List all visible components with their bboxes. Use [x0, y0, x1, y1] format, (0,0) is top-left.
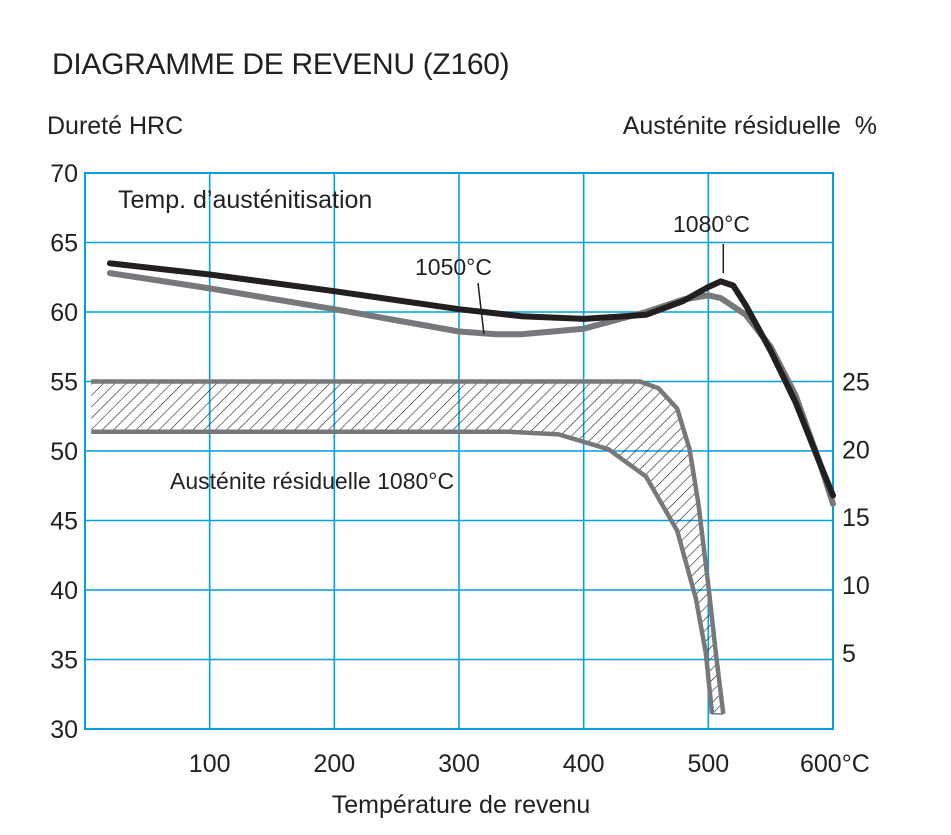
y-tick-label: 45 — [50, 508, 78, 536]
y-tick-label: 40 — [50, 577, 78, 605]
y-tick-label: 30 — [50, 716, 78, 744]
y-tick-label: 35 — [50, 647, 78, 675]
y-tick-label: 60 — [50, 299, 78, 327]
x-axis-label: Température de revenu — [332, 791, 590, 819]
y-tick-label: 55 — [50, 369, 78, 397]
x-tick-label: 300 — [438, 750, 480, 778]
y-tick-label: 50 — [50, 438, 78, 466]
plot-frame — [84, 172, 834, 730]
y2-tick-label: 15 — [842, 504, 870, 532]
y2-tick-label: 5 — [842, 640, 856, 668]
y-tick-label: 65 — [50, 230, 78, 258]
x-tick-label: 100 — [189, 750, 231, 778]
annotation-label: 1050°C — [415, 254, 492, 280]
y-tick-label: 70 — [50, 160, 78, 188]
y-axis-left-label: Dureté HRC — [47, 112, 183, 140]
y2-tick-label: 25 — [842, 369, 870, 397]
x-tick-label: 500 — [687, 750, 729, 778]
x-tick-label: 400 — [563, 750, 605, 778]
x-tick-label: 200 — [313, 750, 355, 778]
chart-title: DIAGRAMME DE REVENU (Z160) — [52, 48, 509, 81]
y-axis-right-label: Austénite résiduelle % — [623, 112, 877, 140]
band-label: Austénite résiduelle 1080°C — [170, 468, 454, 494]
legend-title: Temp. d’austénitisation — [118, 186, 372, 214]
band-hatch — [91, 381, 724, 714]
y2-tick-label: 10 — [842, 572, 870, 600]
annotation-pointer — [477, 282, 485, 335]
plot-area: Temp. d’austénitisation 1050°C 1080°C Austé… — [50, 160, 870, 778]
annotation-label: 1080°C — [673, 211, 750, 237]
band-upper-line — [91, 379, 726, 715]
x-tick-label: 600°C — [800, 750, 870, 778]
y2-tick-label: 20 — [842, 436, 870, 464]
band-lower-line — [91, 429, 715, 715]
series-line — [106, 260, 836, 499]
